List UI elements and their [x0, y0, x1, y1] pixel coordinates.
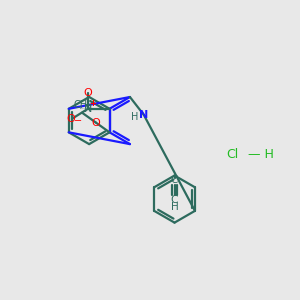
Text: C: C	[171, 176, 178, 185]
Text: C: C	[171, 195, 178, 205]
Text: +: +	[89, 99, 96, 108]
Text: CH₃: CH₃	[73, 100, 91, 110]
Text: O: O	[66, 114, 75, 124]
Text: O: O	[92, 118, 100, 128]
Text: Cl: Cl	[226, 148, 239, 161]
Text: methoxy: methoxy	[80, 107, 86, 109]
Text: H: H	[171, 202, 178, 212]
Text: N: N	[139, 110, 148, 120]
Text: H: H	[131, 112, 139, 122]
Text: O: O	[84, 88, 92, 98]
Text: N: N	[84, 104, 92, 114]
Text: −: −	[74, 116, 82, 126]
Text: — H: — H	[244, 148, 274, 161]
